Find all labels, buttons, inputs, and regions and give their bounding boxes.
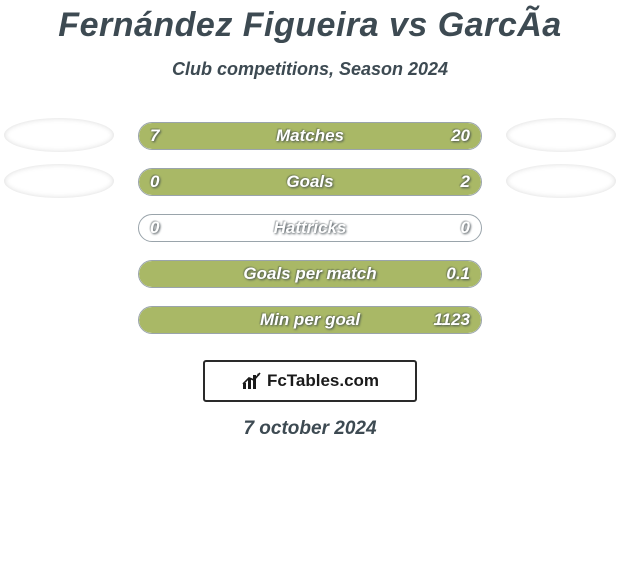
barchart-icon	[241, 372, 263, 390]
brand-box: FcTables.com	[203, 360, 417, 402]
comparison-infographic: Fernández Figueira vs GarcÃ­a Club compe…	[0, 0, 620, 440]
stat-label: Min per goal	[138, 306, 482, 334]
stat-row: 0Hattricks0	[0, 204, 620, 250]
player-avatar-left	[4, 164, 114, 198]
stat-value-right: 0.1	[446, 260, 470, 288]
player-avatar-left	[4, 118, 114, 152]
date-text: 7 october 2024	[0, 418, 620, 440]
player-avatar-right	[506, 164, 616, 198]
stat-value-right: 2	[461, 168, 470, 196]
stat-row: 7Matches20	[0, 112, 620, 158]
stat-label: Goals	[138, 168, 482, 196]
stat-row: Min per goal1123	[0, 296, 620, 342]
stat-label: Goals per match	[138, 260, 482, 288]
player-avatar-right	[506, 118, 616, 152]
stat-label: Hattricks	[138, 214, 482, 242]
brand-text: FcTables.com	[267, 371, 379, 391]
stat-value-right: 1123	[433, 306, 470, 334]
page-title: Fernández Figueira vs GarcÃ­a	[0, 0, 620, 45]
stat-rows: 7Matches200Goals20Hattricks0Goals per ma…	[0, 112, 620, 342]
stat-row: Goals per match0.1	[0, 250, 620, 296]
stat-value-right: 20	[451, 122, 470, 150]
subtitle: Club competitions, Season 2024	[0, 59, 620, 80]
stat-row: 0Goals2	[0, 158, 620, 204]
stat-value-right: 0	[461, 214, 470, 242]
stat-label: Matches	[138, 122, 482, 150]
